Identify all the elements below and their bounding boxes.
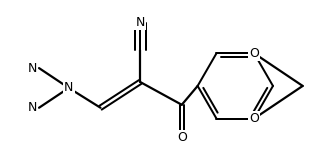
Text: O: O (177, 131, 187, 144)
Text: N: N (64, 81, 73, 94)
Text: O: O (249, 112, 259, 125)
Text: O: O (249, 47, 259, 60)
Text: N: N (28, 62, 37, 75)
Text: N: N (135, 16, 145, 29)
Text: N: N (28, 101, 37, 114)
